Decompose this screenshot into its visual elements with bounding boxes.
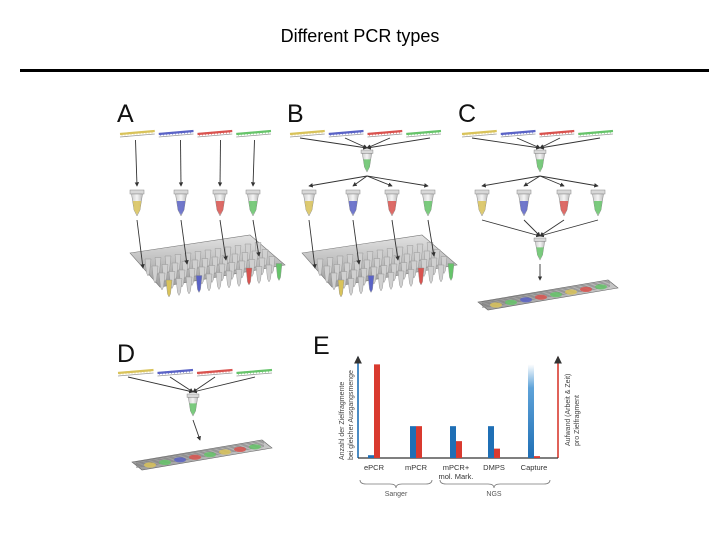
panel-d — [117, 368, 273, 471]
arrow-connector — [219, 219, 228, 261]
panel-b — [289, 129, 458, 298]
bar-capture-series-1 — [534, 456, 540, 458]
panel-a — [119, 129, 286, 298]
pcr-tube-icon — [212, 189, 228, 217]
group-label-ngs: NGS — [486, 491, 502, 498]
pcr-tube-icon — [345, 189, 361, 217]
tick-labels-group: ePCR mPCR mPCR+mol. Mark. DMPS Capture — [364, 463, 547, 481]
arrow-connector — [516, 137, 541, 149]
arrow-connector — [308, 219, 317, 269]
bar-mpcr-series-0 — [410, 426, 416, 458]
panel-label-c: C — [458, 100, 476, 128]
tick-label-4: Capture — [521, 463, 548, 472]
arrow-connector — [192, 376, 256, 394]
arrow-connector — [308, 175, 368, 188]
sequencing-chip-icon — [131, 439, 273, 471]
bar-epcr-series-0 — [368, 455, 374, 458]
y-label-right-1: Aufwand (Arbeit & Zeit) — [565, 374, 572, 446]
arrow-connector — [427, 219, 436, 257]
arrow-connector — [471, 137, 541, 150]
arrow-connector — [352, 175, 368, 187]
arrow-connector — [481, 219, 541, 238]
panels-group — [117, 129, 619, 471]
panel-label-a: A — [117, 100, 134, 128]
tick-sublabel-2: mol. Mark. — [438, 472, 473, 481]
bar-dmps-series-0 — [488, 426, 494, 458]
y-label-right-2: pro Zielfragment — [574, 395, 581, 446]
arrow-connector — [366, 175, 393, 187]
bar-dmps-series-1 — [494, 448, 500, 458]
arrow-connector — [523, 219, 541, 237]
arrow-connector — [192, 419, 201, 441]
bar-mpcr+-series-0 — [450, 426, 456, 458]
arrow-connector — [169, 376, 194, 393]
pcr-tube-icon — [590, 189, 606, 217]
page-title: Different PCR types — [280, 26, 440, 46]
arrow-connector — [344, 137, 368, 149]
arrow-connector — [136, 219, 145, 269]
arrow-connector — [217, 139, 223, 187]
bar-epcr-series-1 — [374, 364, 380, 458]
arrow-connector — [481, 175, 541, 188]
pcr-tube-icon — [420, 189, 436, 217]
chart-e: Anzahl der Zielfragmente bei gleicher Au… — [339, 355, 581, 498]
pcr-tube-icon — [129, 189, 145, 217]
arrow-connector — [366, 175, 429, 188]
pcr-tube-icon — [360, 149, 374, 173]
panel-label-e: E — [313, 332, 330, 360]
arrow-connector — [127, 376, 194, 394]
tick-label-2: mPCR+ — [443, 463, 470, 472]
group-label-sanger: Sanger — [385, 491, 408, 498]
bar-mpcr-series-1 — [416, 426, 422, 458]
title-divider — [20, 69, 709, 72]
panel-c — [461, 129, 619, 311]
arrow-connector — [539, 219, 599, 238]
arrow-connector — [391, 219, 400, 261]
pcr-tube-icon — [474, 189, 490, 217]
arrow-connector — [539, 219, 565, 237]
bar-mpcr+-series-1 — [456, 441, 462, 458]
arrow-connector — [539, 175, 565, 187]
arrow-connector — [178, 139, 184, 187]
brace-ngs — [439, 479, 551, 489]
well-plate-icon — [129, 234, 286, 298]
pcr-tube-icon — [245, 189, 261, 217]
arrow-connector — [180, 219, 189, 265]
well-plate-icon — [301, 234, 458, 298]
dna-strand-icon — [289, 129, 442, 138]
tick-label-0: ePCR — [364, 463, 385, 472]
panel-label-d: D — [117, 340, 135, 368]
y-label-left-2: bei gleicher Ausgangsmenge — [348, 370, 355, 460]
arrow-connector — [134, 139, 140, 187]
dna-strand-icon — [119, 129, 272, 138]
dna-strand-icon — [117, 368, 273, 377]
arrow-connector — [539, 137, 601, 150]
sequencing-chip-icon — [477, 279, 619, 311]
pcr-tube-icon — [516, 189, 532, 217]
arrow-connector — [252, 219, 261, 257]
pcr-tube-icon — [556, 189, 572, 217]
brace-sanger — [359, 479, 433, 489]
pcr-tube-icon — [301, 189, 317, 217]
pcr-tube-icon — [533, 237, 547, 261]
pcr-tube-icon — [533, 149, 547, 173]
dna-strand-icon — [461, 129, 614, 138]
pcr-tube-icon — [384, 189, 400, 217]
arrow-connector — [250, 139, 256, 187]
arrow-connector — [299, 137, 368, 150]
panel-label-b: B — [287, 100, 304, 128]
pcr-tube-icon — [173, 189, 189, 217]
bar-capture-series-0 — [528, 364, 534, 458]
arrow-connector — [523, 175, 541, 187]
tick-label-3: DMPS — [483, 463, 505, 472]
y-label-left-1: Anzahl der Zielfragmente — [339, 382, 346, 460]
pcr-tube-icon — [186, 393, 200, 417]
arrow-connector — [352, 219, 361, 265]
tick-label-1: mPCR — [405, 463, 428, 472]
bars-group — [368, 364, 540, 458]
arrow-connector — [539, 175, 599, 188]
arrow-connector — [366, 137, 431, 150]
